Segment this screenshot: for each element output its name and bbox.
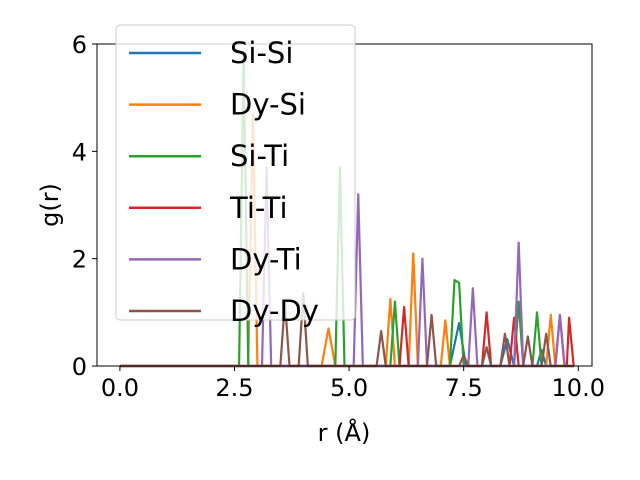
x-tick-label: 5.0 [330,374,368,402]
y-tick-label: 2 [72,246,87,274]
ticks-layer: 0.0 2.5 5.0 7.5 10.0 0 2 4 6 [72,31,605,402]
y-tick-label: 4 [72,138,87,166]
legend-label-si-ti: Si-Ti [230,139,289,173]
legend: Si-Si Dy-Si Si-Ti Ti-Ti Dy-Ti Dy-Dy [115,24,356,328]
y-tick-label: 0 [72,353,87,381]
legend-label-si-si: Si-Si [230,36,293,70]
y-tick-label: 6 [72,31,87,59]
legend-box [115,24,356,321]
x-tick-label: 7.5 [445,374,483,402]
x-tick-label: 0.0 [101,374,139,402]
y-axis-title: g(r) [36,183,64,227]
legend-label-dy-si: Dy-Si [230,88,306,122]
legend-label-dy-dy: Dy-Dy [230,294,319,328]
x-axis-title: r (Å) [318,418,371,447]
x-tick-label: 2.5 [215,374,253,402]
x-tick-label: 10.0 [552,374,605,402]
legend-label-dy-ti: Dy-Ti [230,242,302,276]
legend-label-ti-ti: Ti-Ti [229,191,288,225]
